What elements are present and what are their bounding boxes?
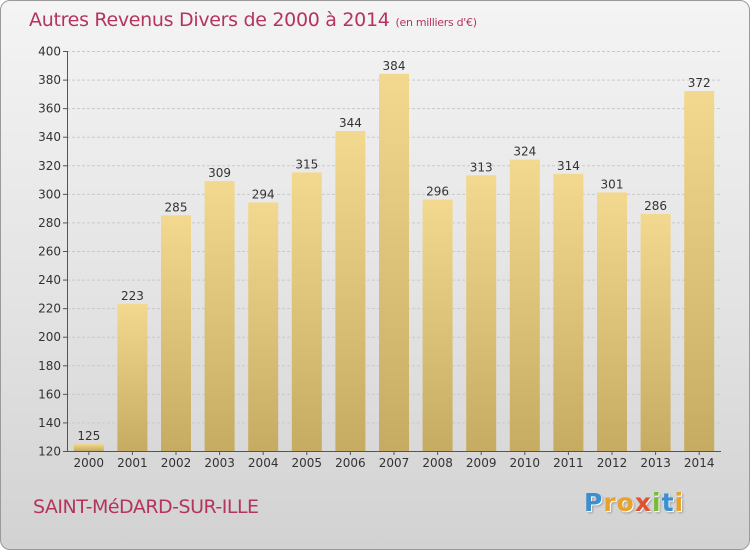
y-tick-label: 340 [38,130,61,144]
bar [73,443,104,451]
x-tick-label: 2002 [161,456,192,470]
bar [117,303,148,451]
x-tick-label: 2012 [597,456,628,470]
y-tick-label: 180 [38,359,61,373]
y-tick-label: 120 [38,445,61,459]
data-label: 296 [426,185,449,199]
data-label: 125 [77,429,100,443]
commune-name: SAINT-MéDARD-SUR-ILLE [33,496,259,518]
data-label: 372 [688,76,711,90]
x-tick-label: 2005 [292,456,323,470]
x-tick-label: 2010 [510,456,541,470]
chart-title: Autres Revenus Divers de 2000 à 2014 (en … [29,9,477,31]
data-label: 286 [644,199,667,213]
data-label: 314 [557,159,580,173]
y-tick-label: 320 [38,159,61,173]
x-tick-label: 2011 [553,456,584,470]
bar [291,172,322,451]
bar [553,173,584,451]
data-label: 313 [470,160,493,174]
y-tick-label: 260 [38,245,61,259]
data-label: 344 [339,116,362,130]
logo-letter: i [674,488,685,517]
bar [597,192,627,451]
logo-letter: r [603,488,617,517]
y-tick-label: 240 [38,273,61,287]
x-tick-label: 2013 [640,456,671,470]
data-label: 324 [513,145,536,159]
bar [422,199,453,451]
chart-title-text: Autres Revenus Divers de 2000 à 2014 [29,9,390,31]
data-label: 301 [601,177,624,191]
y-tick-label: 300 [38,187,61,201]
x-tick-label: 2014 [684,456,715,470]
bar [509,159,540,452]
x-tick-label: 2001 [117,456,148,470]
bar [640,213,671,451]
bar [335,131,366,451]
bar [379,73,409,451]
y-tick-label: 280 [38,216,61,230]
logo-letter: P [584,488,604,517]
bar [161,215,191,451]
y-tick-label: 200 [38,330,61,344]
proxiti-logo: Proxiti [584,488,684,517]
logo-letter: o [616,488,635,517]
bar [466,175,497,452]
bar [204,181,235,451]
x-tick-label: 2009 [466,456,497,470]
y-tick-label: 360 [38,102,61,116]
data-label: 315 [295,157,318,171]
y-tick-label: 400 [38,45,61,59]
x-tick-label: 2003 [204,456,235,470]
data-label: 294 [252,187,275,201]
x-tick-label: 2008 [422,456,453,470]
data-label: 223 [121,289,144,303]
data-label: 285 [165,200,188,214]
x-tick-label: 2000 [74,456,105,470]
x-tick-label: 2004 [248,456,279,470]
y-tick-label: 160 [38,387,61,401]
chart-title-unit: (en milliers d'€) [395,16,477,29]
data-label: 384 [383,59,406,73]
x-tick-label: 2007 [379,456,410,470]
data-label: 309 [208,166,231,180]
logo-letter: i [652,488,662,517]
x-tick-label: 2006 [335,456,366,470]
bar [684,91,715,451]
y-tick-label: 140 [38,416,61,430]
y-tick-label: 380 [38,73,61,87]
logo-letter: t [661,488,675,517]
bar [248,202,279,451]
logo-letter: x [634,488,652,517]
y-tick-label: 220 [38,302,61,316]
